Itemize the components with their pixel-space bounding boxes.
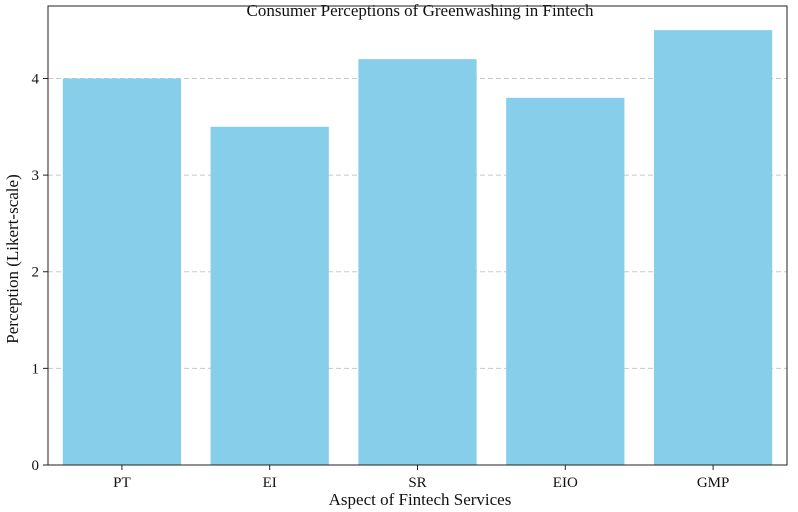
bar-pt <box>62 78 182 465</box>
x-tick-label: EI <box>263 475 277 491</box>
bar-eio <box>506 97 625 466</box>
bar-sr <box>358 59 477 465</box>
y-axis-label: Perception (Likert-scale) <box>3 174 22 343</box>
x-tick-label: EIO <box>553 475 578 491</box>
bar-ei <box>210 126 329 465</box>
y-tick-label: 4 <box>32 71 40 87</box>
y-tick-label: 0 <box>32 458 40 474</box>
x-axis-ticks: PT EI SR EIO GMP <box>113 465 729 491</box>
y-axis-ticks: 0 1 2 3 4 <box>32 71 48 474</box>
y-tick-label: 1 <box>32 361 40 377</box>
bars <box>62 30 773 466</box>
bar-gmp <box>653 30 773 465</box>
y-tick-label: 2 <box>32 265 40 281</box>
x-tick-label: PT <box>113 475 131 491</box>
x-tick-label: SR <box>408 475 426 491</box>
x-tick-label: GMP <box>697 475 730 491</box>
chart-title: Consumer Perceptions of Greenwashing in … <box>246 1 594 20</box>
x-axis-label: Aspect of Fintech Services <box>329 490 512 509</box>
y-tick-label: 3 <box>32 168 40 184</box>
